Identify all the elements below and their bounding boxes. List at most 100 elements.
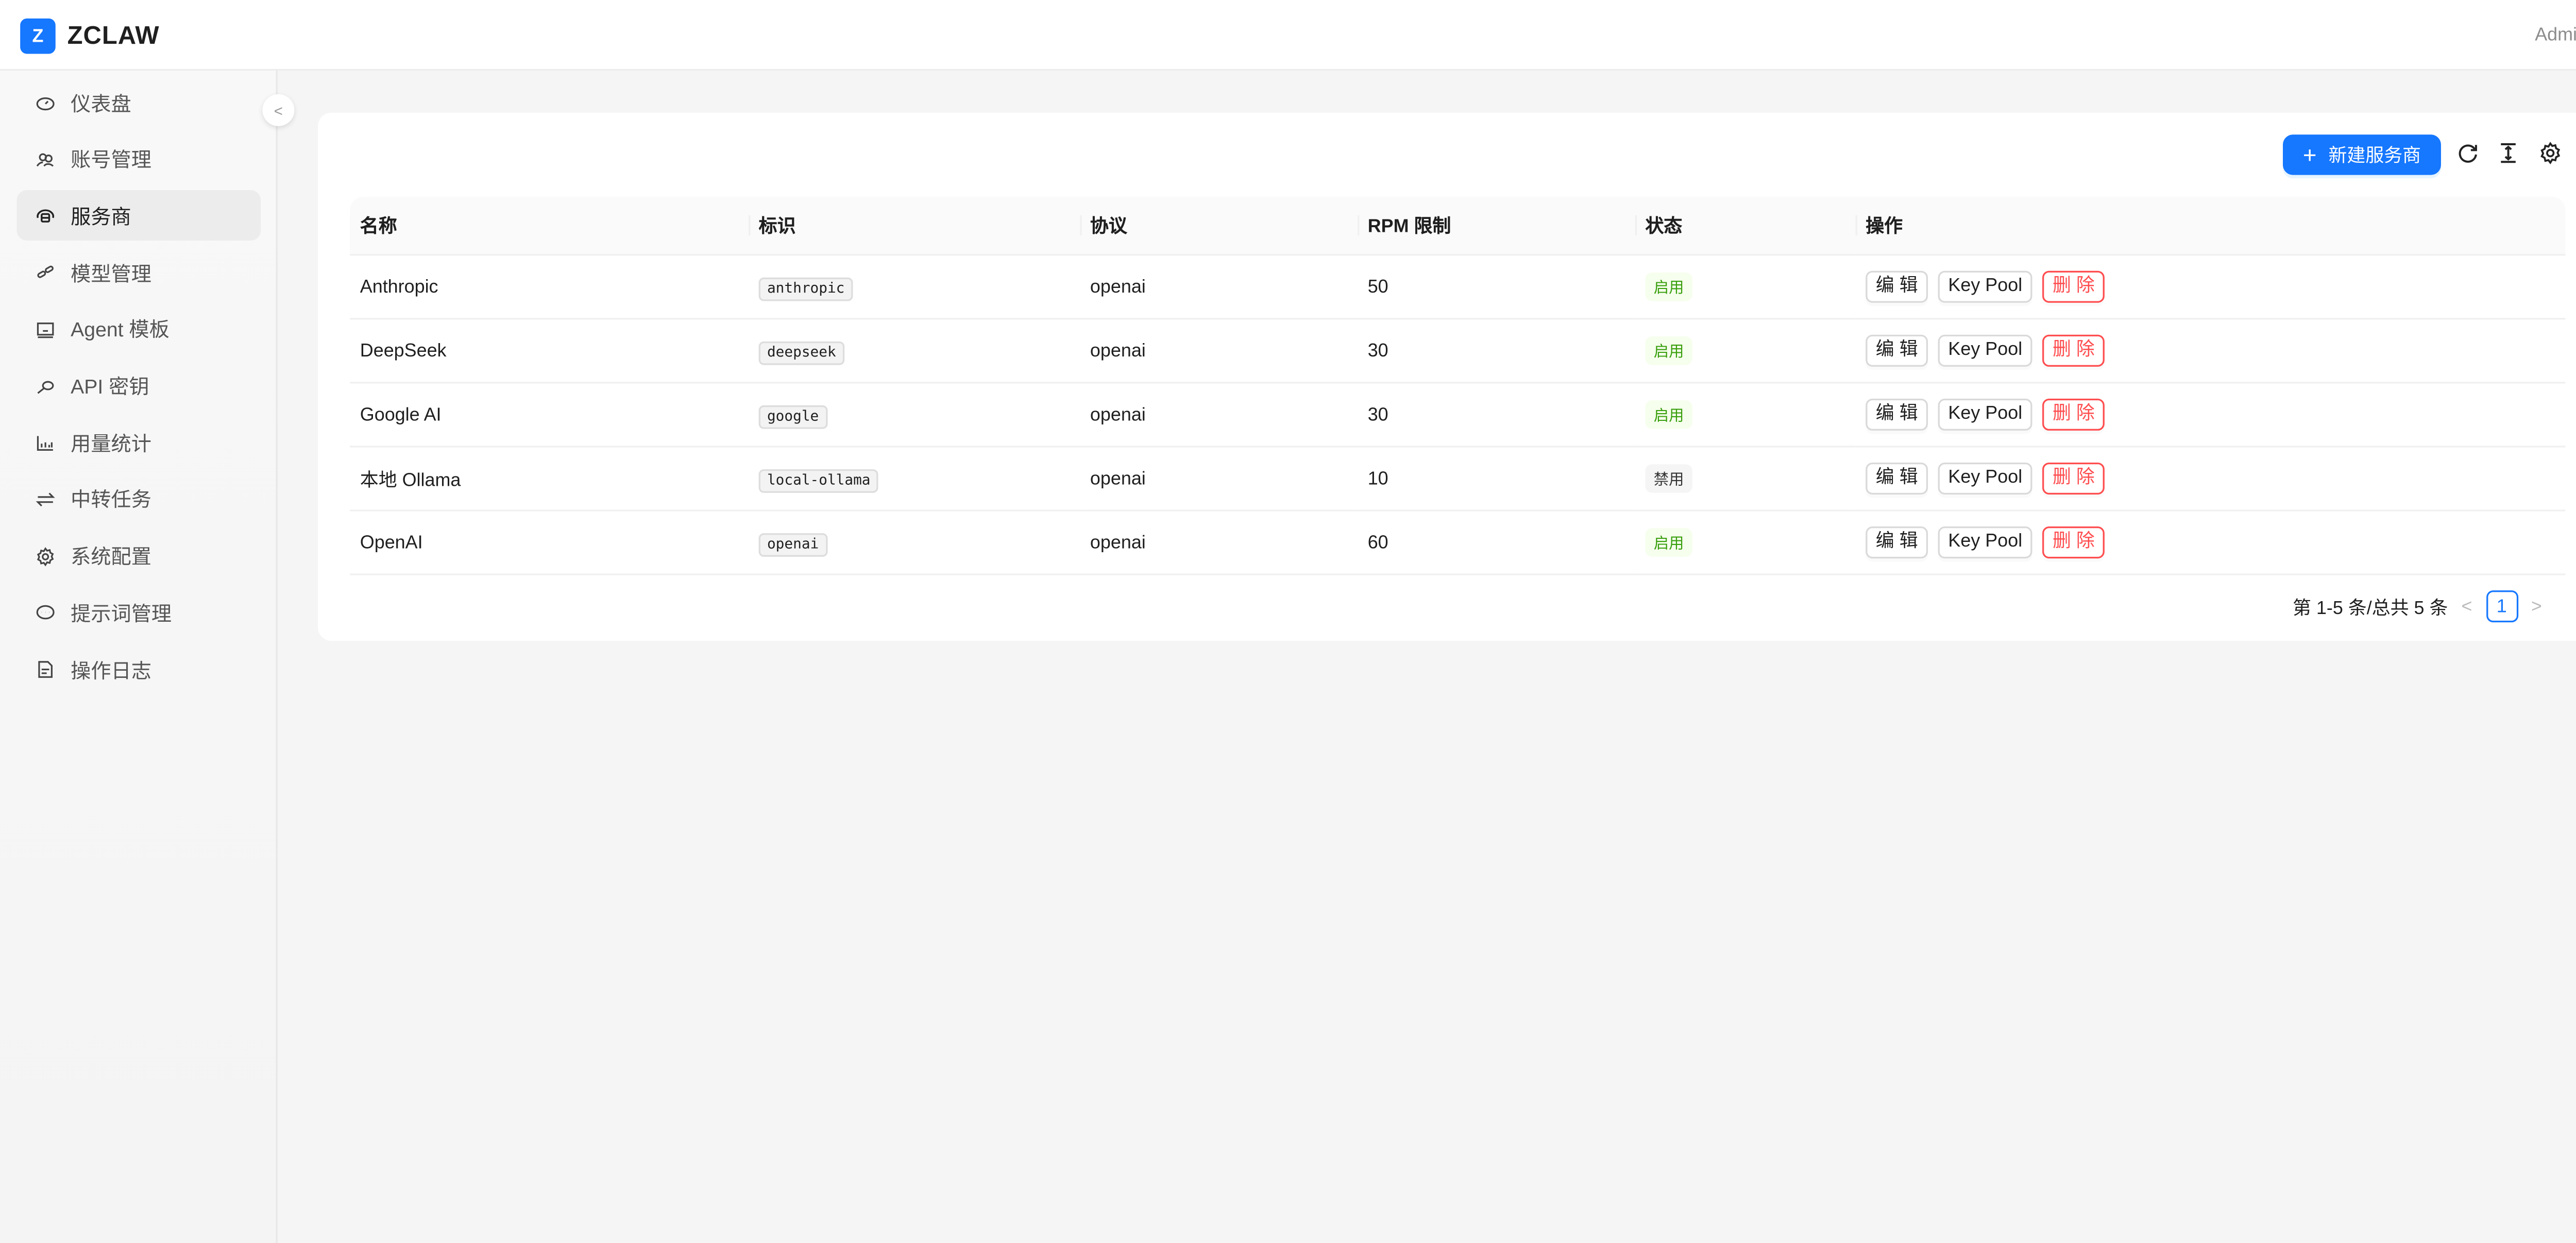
key-pool-button[interactable]: Key Pool <box>1938 526 2032 559</box>
sidebar-item-6[interactable]: 用量统计 <box>17 417 261 468</box>
slug-cell: local-ollama <box>749 446 1080 512</box>
rpm-limit: 60 <box>1358 510 1635 575</box>
key-pool-button[interactable]: Key Pool <box>1938 398 2032 431</box>
sidebar-item-label: 提示词管理 <box>71 602 172 626</box>
provider-slug: google <box>758 404 827 429</box>
rpm-limit: 30 <box>1358 382 1635 448</box>
file-icon <box>36 659 56 679</box>
status-cell: 启用 <box>1635 510 1856 575</box>
dashboard-icon <box>36 93 56 113</box>
reload-icon[interactable] <box>2456 141 2480 165</box>
rpm-limit: 10 <box>1358 446 1635 512</box>
table-row: OpenAI openai openai 60 启用编 辑 Key Pool 删 除 <box>350 510 2566 575</box>
sidebar-item-1[interactable]: 账号管理 <box>17 134 261 184</box>
users-icon <box>36 149 56 169</box>
top-header: Z ZCLAW Admin <box>0 0 2576 71</box>
column-header: 协议 <box>1080 197 1358 256</box>
sidebar-item-7[interactable]: 中转任务 <box>17 474 261 524</box>
sidebar-item-label: 用量统计 <box>71 432 151 455</box>
key-icon <box>36 376 56 396</box>
message-icon <box>36 603 56 623</box>
sidebar-item-label: 中转任务 <box>71 488 151 512</box>
table-row: 本地 Ollama local-ollama openai 10 禁用 编 辑 Key Po… <box>350 446 2566 512</box>
user-menu[interactable]: Admin <box>2535 25 2576 46</box>
status-badge: 禁用 <box>1645 464 1692 493</box>
protocol: openai <box>1080 446 1358 512</box>
column-height-icon[interactable] <box>2497 141 2520 165</box>
prev-page-button[interactable]: < <box>2461 596 2472 617</box>
sidebar-item-10[interactable]: 操作日志 <box>17 644 261 695</box>
column-header: 标识 <box>749 197 1080 256</box>
provider-slug: openai <box>758 532 827 556</box>
sidebar-item-4[interactable]: Agent 模板 <box>17 304 261 354</box>
status-badge: 启用 <box>1645 336 1692 365</box>
sidebar-item-2[interactable]: 服务商 <box>16 191 261 242</box>
sidebar-item-3[interactable]: 模型管理 <box>17 247 261 298</box>
sidebar-item-label: 服务商 <box>71 205 131 229</box>
sidebar-item-label: 系统配置 <box>71 545 151 569</box>
sidebar-item-label: 账号管理 <box>71 148 151 172</box>
slug-cell: deepseek <box>749 318 1080 384</box>
sidebar-item-5[interactable]: API 密钥 <box>17 361 261 411</box>
sidebar-item-label: API 密钥 <box>71 375 149 399</box>
delete-button[interactable]: 删 除 <box>2042 270 2105 303</box>
collapse-sidebar-button[interactable]: < <box>262 94 295 126</box>
provider-name: OpenAI <box>350 510 749 575</box>
protocol: openai <box>1080 254 1358 320</box>
sidebar-item-label: 仪表盘 <box>71 91 131 115</box>
edit-button[interactable]: 编 辑 <box>1866 398 1928 431</box>
slug-cell: anthropic <box>749 254 1080 320</box>
plus-icon: + <box>2302 141 2317 168</box>
provider-name: 本地 Ollama <box>350 446 749 512</box>
status-badge: 启用 <box>1645 272 1692 301</box>
column-header: 操作 <box>1855 197 2566 256</box>
provider-slug: deepseek <box>758 340 845 364</box>
pagination: 第 1-5 条/总共 5 条 < 1 > <box>2293 590 2555 623</box>
delete-button[interactable]: 删 除 <box>2042 398 2105 431</box>
cloud-server-icon <box>36 206 56 226</box>
key-pool-button[interactable]: Key Pool <box>1938 462 2032 495</box>
edit-button[interactable]: 编 辑 <box>1866 462 1928 495</box>
brand-name: ZCLAW <box>67 22 160 50</box>
delete-button[interactable]: 删 除 <box>2042 334 2105 367</box>
page-1-button[interactable]: 1 <box>2485 590 2518 623</box>
sidebar-item-label: Agent 模板 <box>71 318 170 342</box>
actions-cell: 编 辑 Key Pool 删 除 <box>1855 510 2566 575</box>
swap-icon <box>36 489 56 509</box>
sidebar: 仪表盘账号管理服务商模型管理 Agent 模板 API 密钥 用量统计中转任务系统配置… <box>0 71 278 1243</box>
edit-button[interactable]: 编 辑 <box>1866 270 1928 303</box>
protocol: openai <box>1080 510 1358 575</box>
sidebar-item-0[interactable]: 仪表盘 <box>17 77 261 128</box>
providers-table: 名称 标识 协议 RPM 限制 状态 操作 Anthropic anthropic opena… <box>350 197 2566 575</box>
key-pool-button[interactable]: Key Pool <box>1938 270 2032 303</box>
new-provider-button[interactable]: + 新建服务商 <box>2283 134 2441 175</box>
column-header: 状态 <box>1635 197 1856 256</box>
setting-icon[interactable] <box>2538 141 2562 165</box>
provider-name: Anthropic <box>350 254 749 320</box>
sidebar-item-label: 操作日志 <box>71 658 151 683</box>
slug-cell: google <box>749 382 1080 448</box>
link-icon <box>36 263 56 283</box>
delete-button[interactable]: 删 除 <box>2042 526 2105 559</box>
logo: Z <box>20 18 56 54</box>
sidebar-item-9[interactable]: 提示词管理 <box>17 588 261 638</box>
key-pool-button[interactable]: Key Pool <box>1938 334 2032 367</box>
rpm-limit: 50 <box>1358 254 1635 320</box>
table-row: Anthropic anthropic openai 50 启用 编 辑 Key Pool 删… <box>350 254 2566 320</box>
actions-cell: 编 辑 Key Pool 删 除 <box>1855 254 2566 320</box>
edit-button[interactable]: 编 辑 <box>1866 334 1928 367</box>
chevron-left-icon: < <box>274 101 283 119</box>
gear-icon <box>36 546 56 566</box>
bar-chart-icon <box>36 433 56 453</box>
edit-button[interactable]: 编 辑 <box>1866 526 1928 559</box>
delete-button[interactable]: 删 除 <box>2042 462 2105 495</box>
sidebar-item-8[interactable]: 系统配置 <box>17 531 261 582</box>
next-page-button[interactable]: > <box>2531 596 2542 617</box>
status-cell: 启用 <box>1635 318 1856 384</box>
status-badge: 启用 <box>1645 400 1692 429</box>
new-provider-label: 新建服务商 <box>2328 146 2421 167</box>
actions-cell: 编 辑 Key Pool 删 除 <box>1855 382 2566 448</box>
pagination-summary: 第 1-5 条/总共 5 条 <box>2293 598 2448 618</box>
actions-cell: 编 辑 Key Pool 删 除 <box>1855 446 2566 512</box>
status-cell: 启用 <box>1635 382 1856 448</box>
